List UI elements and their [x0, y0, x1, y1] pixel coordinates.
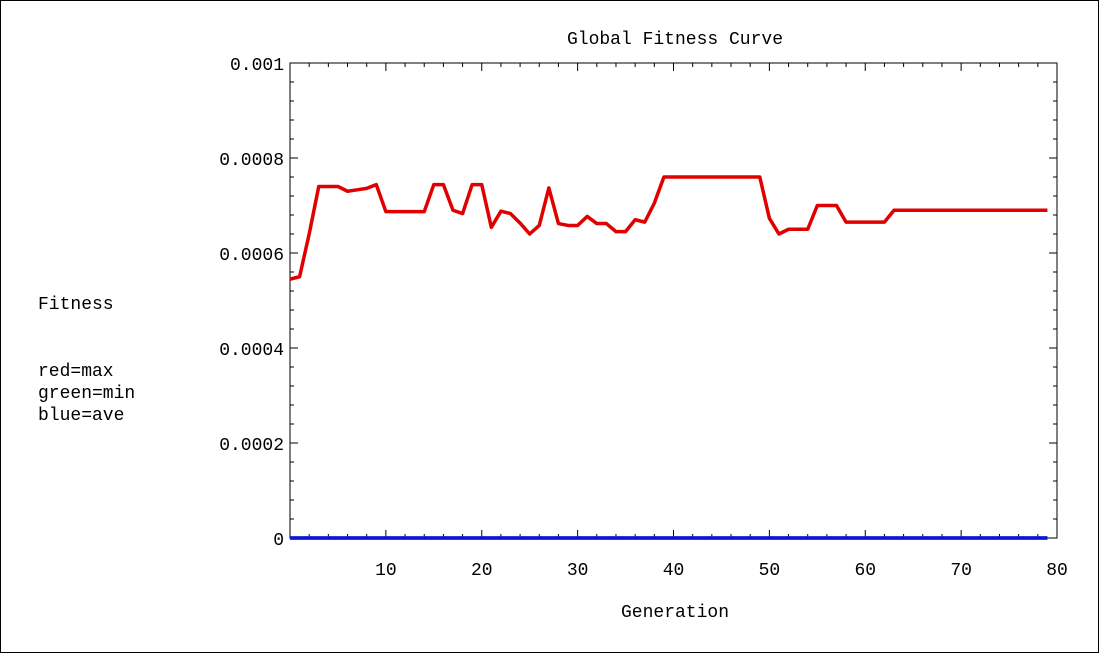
- plot-border: [289, 62, 1058, 539]
- y-tick-label: 0.0008: [219, 151, 284, 171]
- x-tick-label: 80: [1046, 561, 1068, 581]
- x-axis-label: Generation: [621, 603, 729, 623]
- x-tick-label: 10: [375, 561, 397, 581]
- chart-title: Global Fitness Curve: [567, 30, 783, 50]
- x-tick-label: 50: [759, 561, 781, 581]
- series-line-max: [289, 175, 1048, 281]
- legend-note-max: red=max: [38, 362, 114, 382]
- legend-note-min: green=min: [38, 384, 136, 404]
- y-tick-label: 0.0002: [219, 436, 284, 456]
- x-tick-label: 40: [663, 561, 685, 581]
- y-axis-label: Fitness: [38, 295, 114, 315]
- x-tick-label: 60: [854, 561, 876, 581]
- x-tick-label: 30: [567, 561, 589, 581]
- plot-area: 10 20 30 40 50 60 70 80 0 0.0002 0.0004 0.0006 0.000…: [219, 56, 1068, 581]
- x-tick-label: 20: [471, 561, 493, 581]
- y-tick-label: 0.0006: [219, 246, 284, 266]
- x-tick-label: 70: [950, 561, 972, 581]
- legend-note-ave: blue=ave: [38, 406, 125, 426]
- y-tick-label: 0.0004: [219, 341, 284, 361]
- y-tick-label: 0: [273, 531, 284, 551]
- y-tick-label: 0.001: [230, 56, 284, 76]
